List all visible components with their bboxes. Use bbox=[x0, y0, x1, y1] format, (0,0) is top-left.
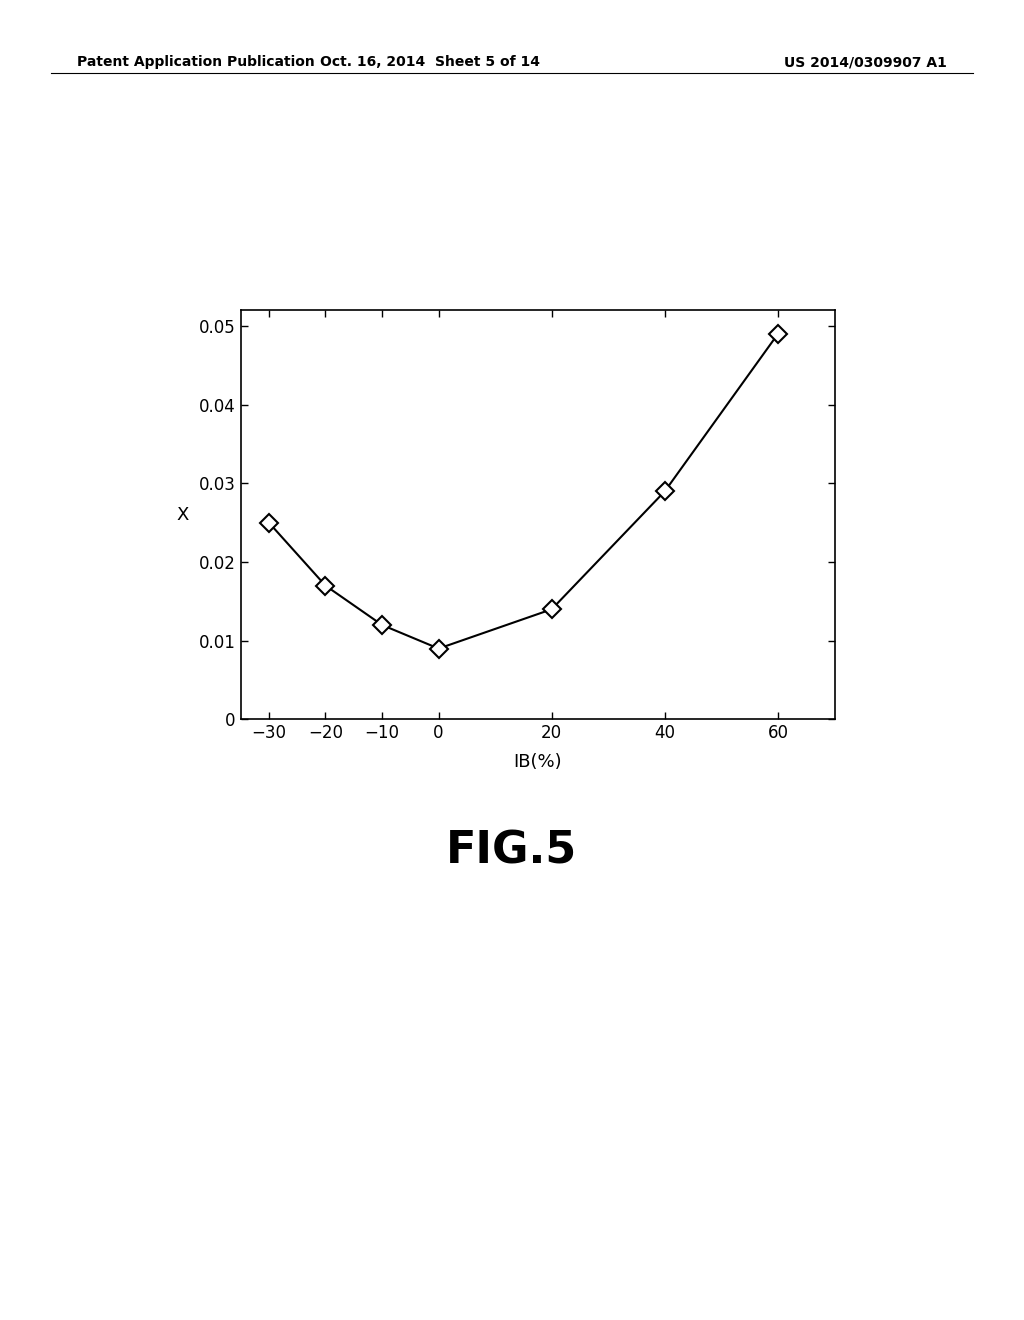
Y-axis label: X: X bbox=[176, 506, 188, 524]
Text: Oct. 16, 2014  Sheet 5 of 14: Oct. 16, 2014 Sheet 5 of 14 bbox=[321, 55, 540, 70]
Text: Patent Application Publication: Patent Application Publication bbox=[77, 55, 314, 70]
Text: FIG.5: FIG.5 bbox=[446, 830, 578, 873]
X-axis label: IB(%): IB(%) bbox=[513, 754, 562, 771]
Text: US 2014/0309907 A1: US 2014/0309907 A1 bbox=[784, 55, 947, 70]
